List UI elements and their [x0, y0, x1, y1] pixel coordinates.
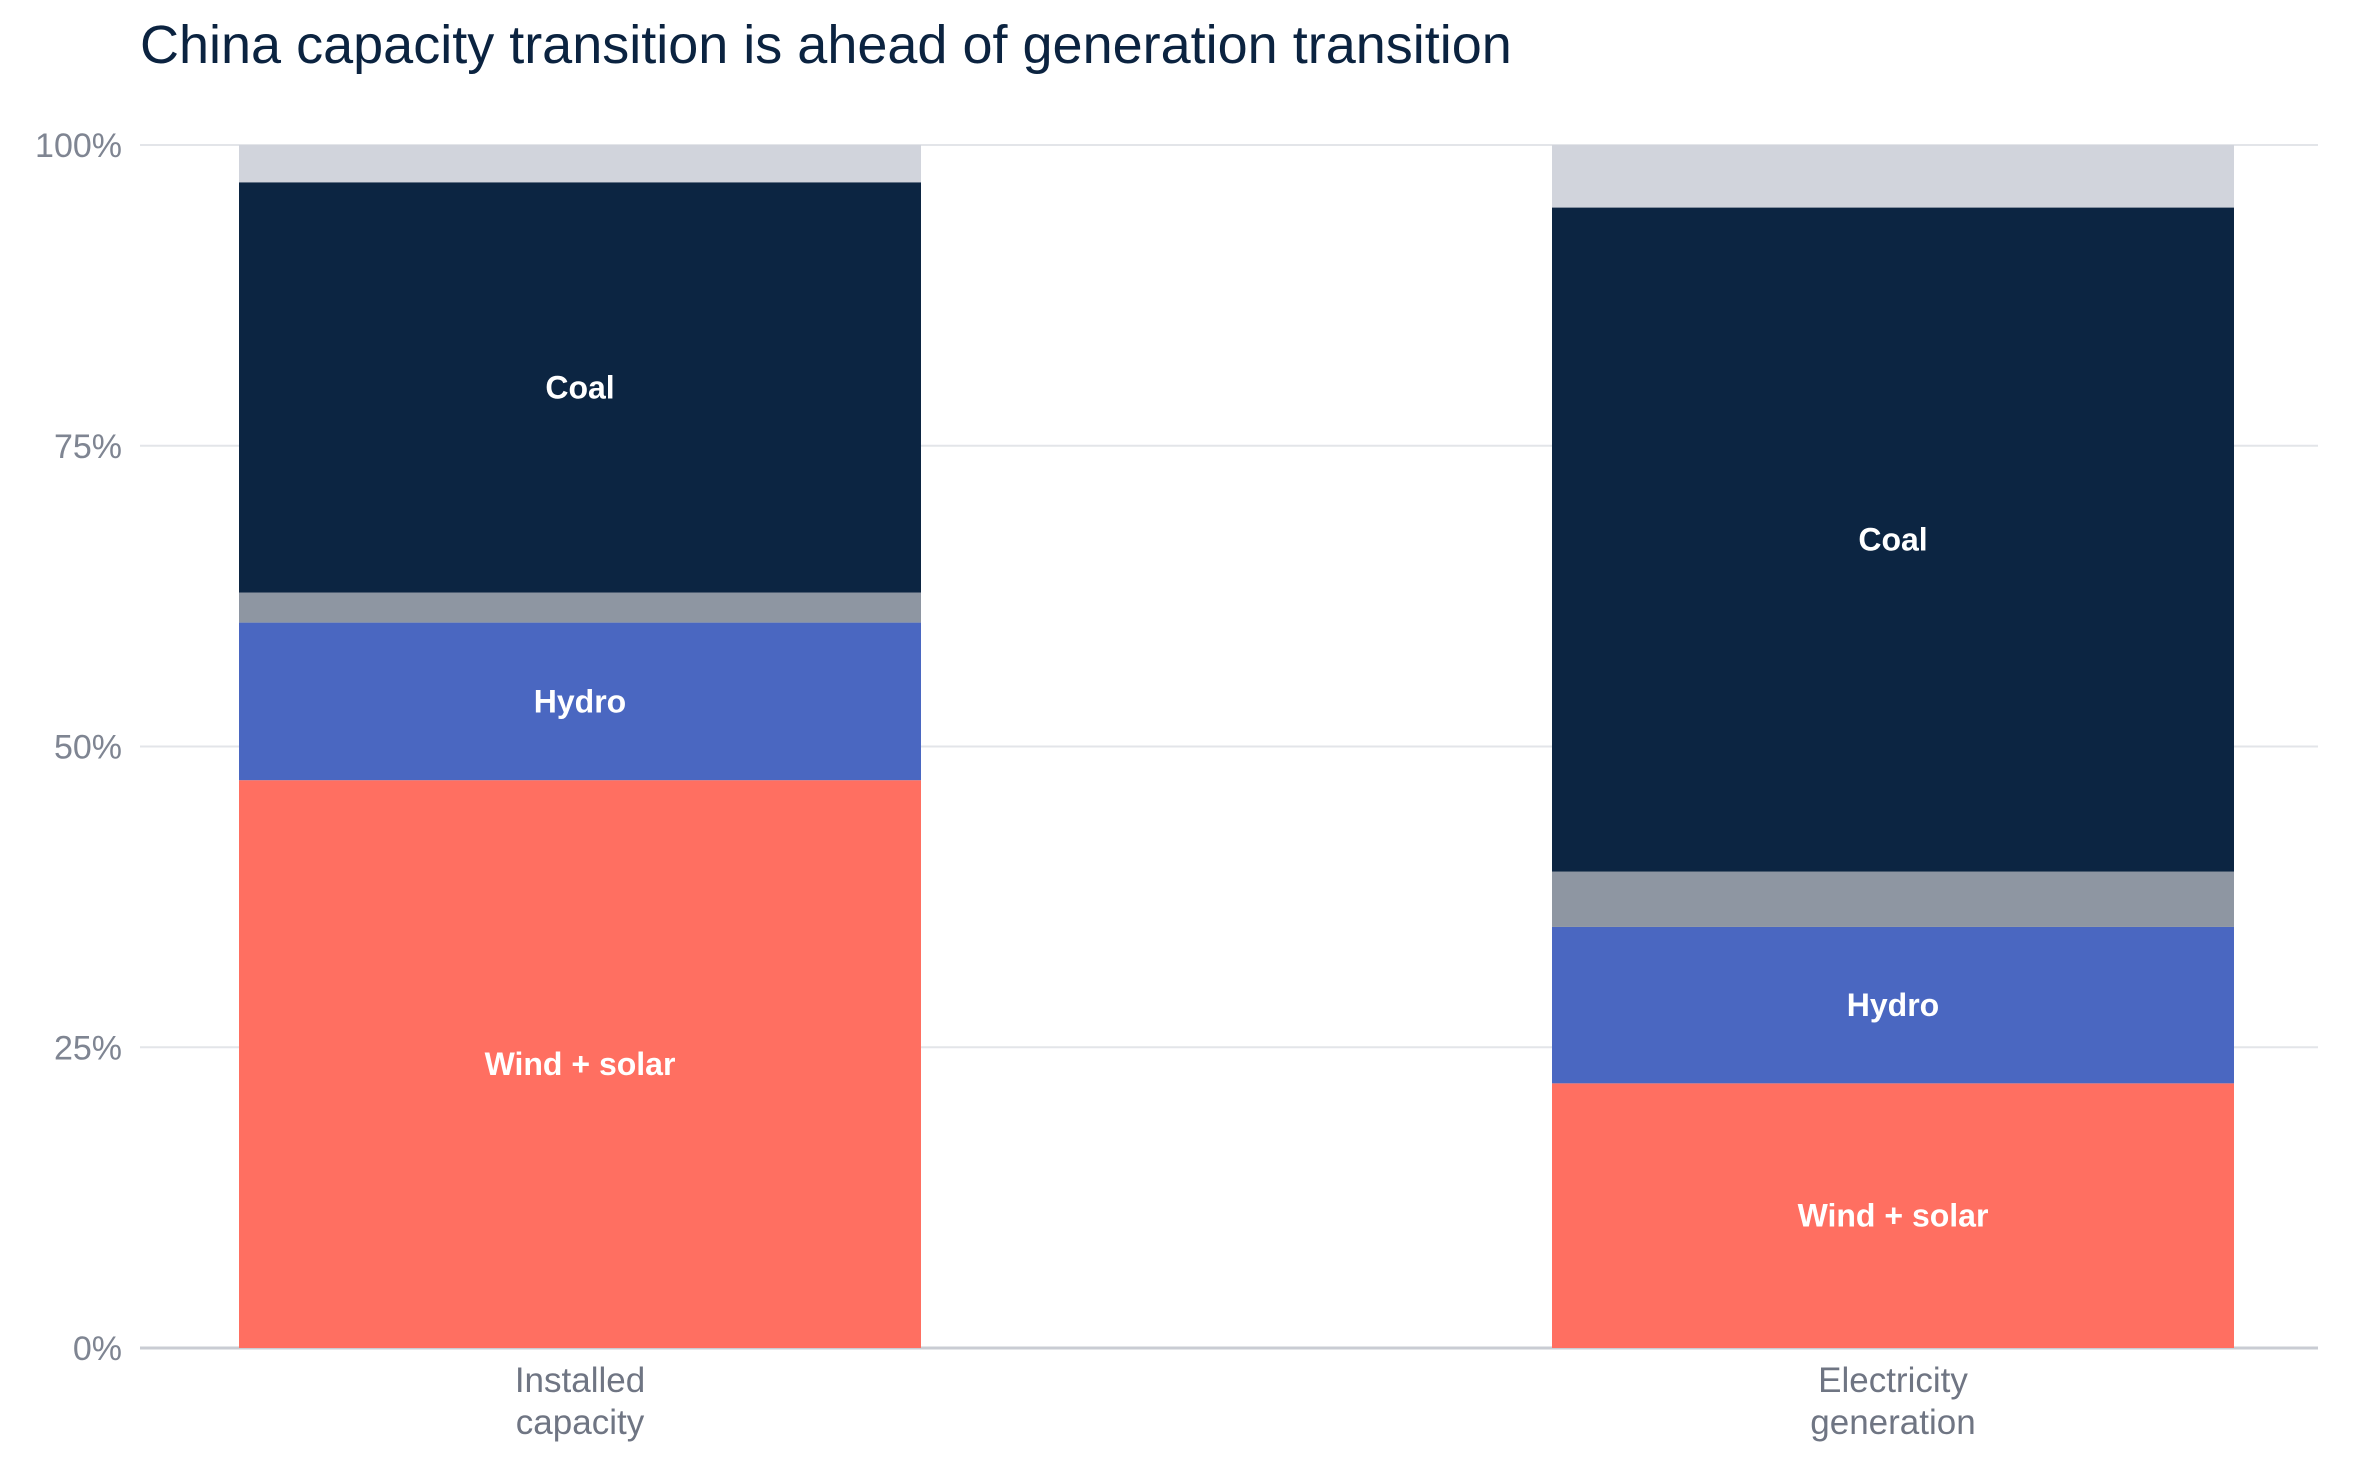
chart-title: China capacity transition is ahead of ge… [140, 15, 1512, 75]
y-tick-label: 25% [54, 1029, 122, 1067]
bar-segment [1552, 926, 2234, 1084]
bar-segment [1552, 207, 2234, 872]
y-tick-label: 50% [54, 729, 122, 767]
bars [239, 145, 2234, 1348]
bar-segment [239, 780, 921, 1348]
x-category-label: generation [1810, 1403, 1975, 1442]
x-category-label: capacity [516, 1403, 645, 1442]
x-category-label: Electricity [1818, 1361, 1968, 1400]
segment-label: Coal [545, 369, 614, 405]
segment-label: Hydro [1847, 987, 1939, 1023]
segment-labels: Wind + solar Hydro Coal Wind + solar Hydro Co… [485, 369, 1989, 1233]
segment-label: Wind + solar [1798, 1198, 1989, 1234]
bar-segment [1552, 871, 2234, 927]
bar-segment [239, 145, 921, 183]
y-tick-label: 100% [35, 127, 122, 165]
bar-segment [239, 592, 921, 623]
bar-segment [239, 182, 921, 593]
y-tick-label: 0% [73, 1330, 122, 1368]
bar-segment [239, 622, 921, 781]
bar-segment [1552, 145, 2234, 208]
segment-label: Wind + solar [485, 1046, 676, 1082]
segment-label: Hydro [534, 683, 626, 719]
y-axis-ticks: 0% 25% 50% 75% 100% [35, 127, 122, 1368]
bar-segment [1552, 1083, 2234, 1348]
segment-label: Coal [1858, 522, 1927, 558]
x-category-label: Installed [515, 1361, 645, 1400]
y-tick-label: 75% [54, 428, 122, 466]
